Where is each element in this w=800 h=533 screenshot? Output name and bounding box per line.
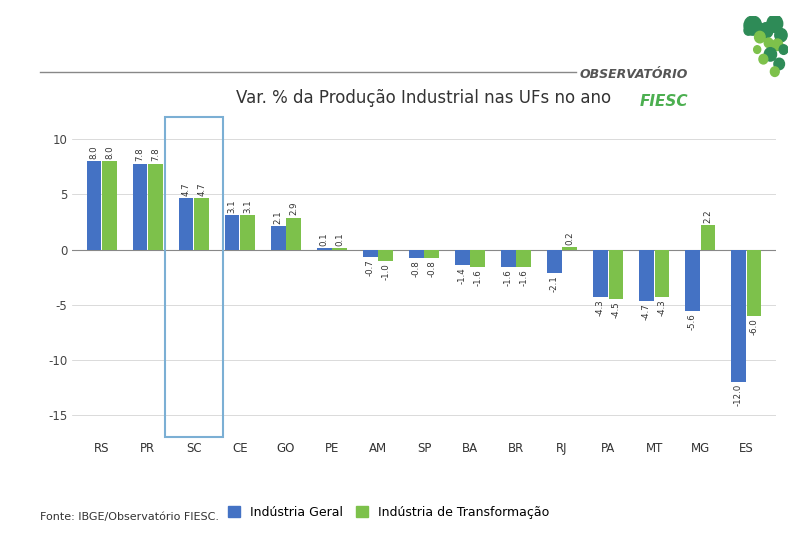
Bar — [333, 248, 347, 249]
Text: -1.0: -1.0 — [382, 263, 390, 280]
Text: 0.1: 0.1 — [335, 233, 344, 246]
Bar — [547, 249, 562, 273]
Bar — [470, 249, 485, 267]
Text: 4.7: 4.7 — [198, 182, 206, 196]
Legend: Indústria Geral, Indústria de Transformação: Indústria Geral, Indústria de Transforma… — [223, 501, 554, 524]
Bar — [194, 198, 209, 249]
Circle shape — [770, 67, 779, 76]
Circle shape — [759, 23, 773, 38]
Text: 7.8: 7.8 — [135, 148, 145, 161]
Bar — [317, 248, 331, 249]
Text: -4.7: -4.7 — [642, 304, 650, 320]
Text: -4.3: -4.3 — [596, 299, 605, 316]
Text: -2.1: -2.1 — [550, 275, 558, 292]
Text: -6.0: -6.0 — [750, 318, 758, 335]
Bar — [425, 249, 439, 259]
Text: 2.2: 2.2 — [703, 209, 713, 223]
Text: -0.8: -0.8 — [412, 261, 421, 277]
Bar — [746, 249, 762, 316]
Title: Var. % da Produção Industrial nas UFs no ano: Var. % da Produção Industrial nas UFs no… — [237, 90, 611, 107]
Bar — [148, 164, 163, 249]
Circle shape — [744, 16, 762, 35]
Text: OBSERVATÓRIO: OBSERVATÓRIO — [580, 68, 688, 81]
Circle shape — [744, 26, 753, 35]
Text: 8.0: 8.0 — [106, 146, 114, 159]
Text: 8.0: 8.0 — [90, 146, 98, 159]
Bar — [562, 247, 578, 249]
Bar — [609, 249, 623, 299]
Text: Fonte: IBGE/Observatório FIESC.: Fonte: IBGE/Observatório FIESC. — [40, 512, 219, 522]
Circle shape — [767, 15, 782, 33]
Bar — [270, 227, 286, 249]
Text: 2.9: 2.9 — [290, 202, 298, 215]
Bar — [517, 249, 531, 267]
Circle shape — [764, 47, 777, 61]
Text: -1.6: -1.6 — [504, 270, 513, 286]
Bar — [378, 249, 393, 261]
Bar — [165, 117, 223, 437]
Circle shape — [774, 58, 785, 70]
Text: 2.1: 2.1 — [274, 211, 282, 224]
Bar — [102, 161, 117, 249]
Bar — [133, 164, 147, 249]
Bar — [685, 249, 700, 311]
Text: -12.0: -12.0 — [734, 384, 742, 406]
Text: -5.6: -5.6 — [688, 313, 697, 330]
Bar — [241, 215, 255, 249]
Text: -4.3: -4.3 — [658, 299, 666, 316]
Bar — [701, 225, 715, 249]
Text: 3.1: 3.1 — [228, 199, 237, 213]
Text: -1.6: -1.6 — [474, 270, 482, 286]
Text: -1.4: -1.4 — [458, 267, 466, 284]
Bar — [501, 249, 515, 267]
Bar — [731, 249, 746, 382]
Bar — [639, 249, 654, 302]
Circle shape — [764, 38, 773, 47]
Text: -4.5: -4.5 — [611, 302, 620, 318]
Circle shape — [754, 31, 765, 43]
Circle shape — [754, 46, 761, 53]
Circle shape — [779, 45, 788, 54]
Circle shape — [759, 54, 768, 64]
Text: 7.8: 7.8 — [151, 148, 160, 161]
Text: 0.2: 0.2 — [566, 231, 574, 245]
Text: 0.1: 0.1 — [320, 233, 329, 246]
Bar — [363, 249, 378, 257]
Circle shape — [775, 28, 787, 42]
Text: -0.8: -0.8 — [427, 261, 436, 277]
Text: 4.7: 4.7 — [182, 182, 190, 196]
Text: 3.1: 3.1 — [243, 199, 252, 213]
Text: -1.6: -1.6 — [519, 270, 528, 286]
Bar — [409, 249, 423, 259]
Bar — [455, 249, 470, 265]
Circle shape — [772, 39, 782, 51]
Text: FIESC: FIESC — [640, 94, 689, 109]
Bar — [593, 249, 607, 297]
Bar — [178, 198, 194, 249]
Bar — [86, 161, 102, 249]
Text: -0.7: -0.7 — [366, 260, 374, 276]
Bar — [286, 217, 301, 249]
Bar — [225, 215, 239, 249]
Bar — [654, 249, 670, 297]
